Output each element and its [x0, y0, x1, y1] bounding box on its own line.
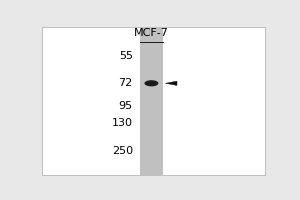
Text: 130: 130	[112, 118, 133, 128]
Bar	[140, 27, 163, 175]
Text: 95: 95	[119, 101, 133, 111]
Text: 72: 72	[118, 78, 133, 88]
Text: 55: 55	[119, 51, 133, 61]
Text: MCF-7: MCF-7	[134, 28, 169, 38]
Polygon shape	[165, 81, 177, 85]
Text: 250: 250	[112, 146, 133, 156]
Ellipse shape	[145, 80, 158, 86]
